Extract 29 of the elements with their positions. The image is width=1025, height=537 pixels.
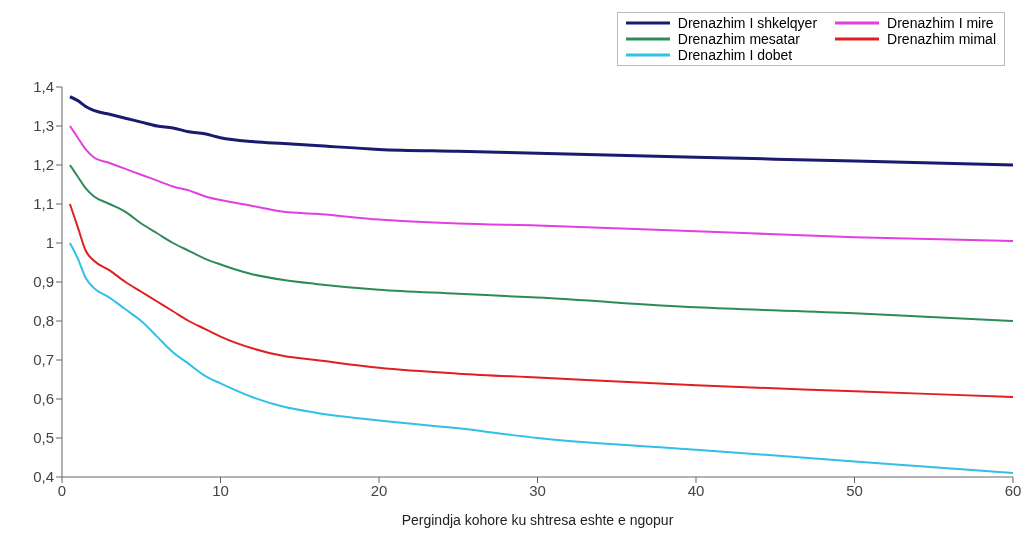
- x-tick-label: 20: [370, 481, 388, 499]
- legend-label: Drenazhim I dobet: [677, 47, 793, 63]
- y-tick-label: 0,7: [33, 351, 54, 369]
- y-tick-label: 0,8: [33, 312, 54, 330]
- legend-label: Drenazhim I shkelqyer: [677, 15, 818, 31]
- line-series: [68, 242, 1013, 475]
- legend-label: Drenazhim mimal: [887, 31, 996, 47]
- y-tick-label: 1,4: [33, 78, 54, 96]
- x-tick-label: 40: [687, 481, 705, 499]
- y-tick-label: 1,3: [33, 117, 54, 135]
- x-tick-label: 60: [1004, 481, 1022, 499]
- x-tick-label: 0: [57, 481, 67, 499]
- x-tick-label: 50: [846, 481, 863, 499]
- x-axis-title: Pergindja kohore ku shtresa eshte e ngopur: [401, 512, 674, 528]
- x-tick-label: 10: [212, 481, 229, 499]
- y-tick-label: 0,9: [33, 273, 54, 291]
- legend-label: Drenazhim mesatar: [677, 31, 800, 47]
- y-tick-label: 0,4: [33, 468, 54, 486]
- line-series: [68, 125, 1013, 243]
- x-tick-label: 30: [529, 481, 546, 499]
- y-tick-label: 0,6: [33, 390, 54, 408]
- line-series: [68, 95, 1013, 167]
- line-series: [68, 164, 1013, 322]
- y-tick-label: 1,1: [33, 195, 54, 213]
- y-tick-label: 1: [45, 234, 54, 252]
- y-tick-label: 0,5: [33, 429, 54, 447]
- legend-label: Drenazhim I mire: [887, 15, 994, 31]
- y-tick-label: 1,2: [33, 156, 54, 174]
- line-series: [68, 203, 1013, 399]
